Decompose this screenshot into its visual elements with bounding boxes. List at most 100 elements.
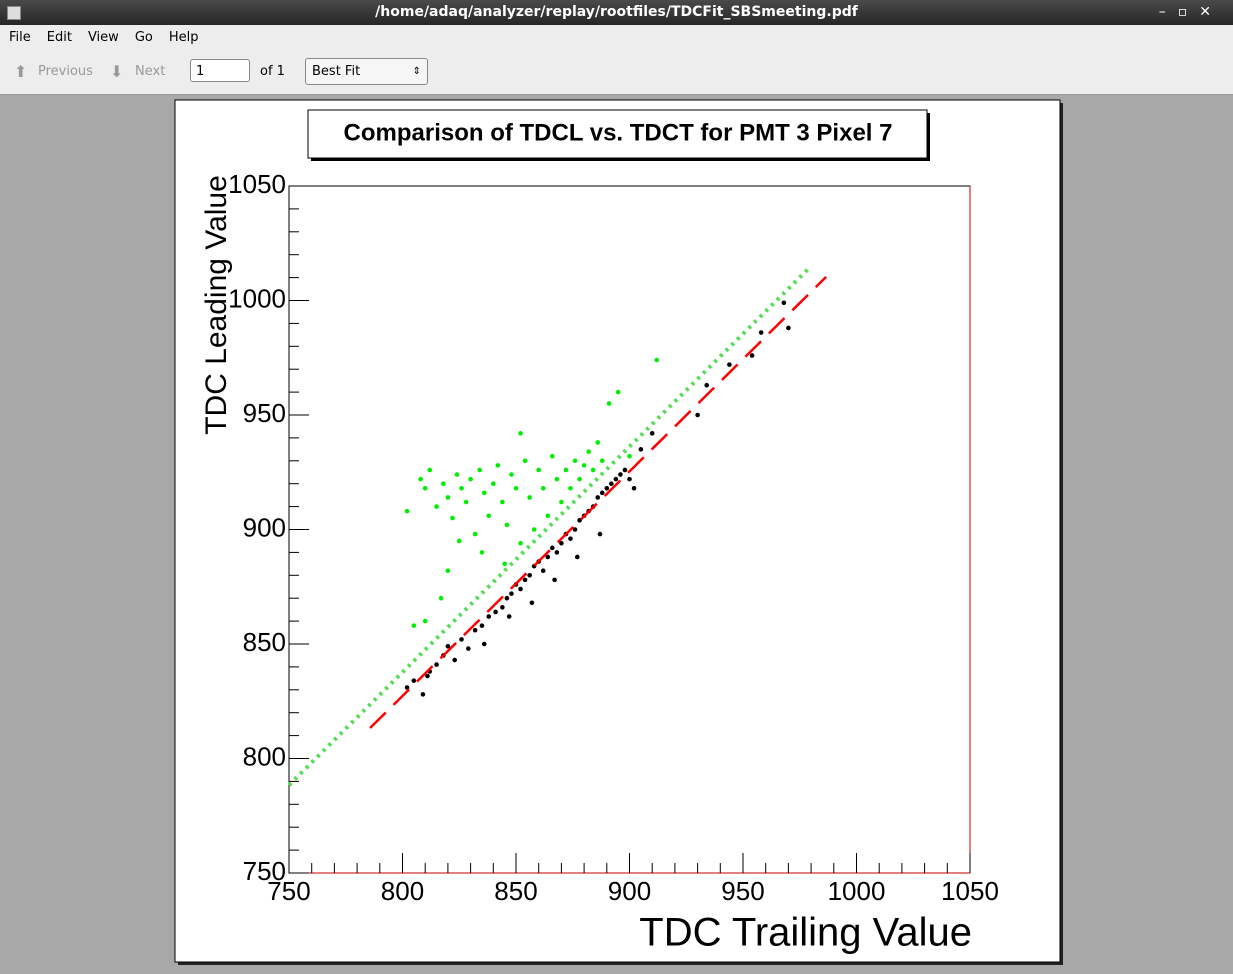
point [513, 485, 519, 491]
point [452, 657, 458, 663]
point [786, 325, 791, 331]
point [554, 476, 560, 482]
x-tick-label: 850 [494, 876, 537, 906]
point [649, 431, 655, 436]
point [441, 481, 446, 487]
point [618, 472, 623, 477]
point [627, 453, 632, 459]
point [613, 476, 619, 482]
point [411, 623, 417, 628]
point [495, 463, 501, 468]
point [481, 490, 487, 496]
point [454, 472, 460, 477]
point [450, 515, 455, 521]
point [493, 609, 498, 615]
point [540, 485, 546, 491]
page [174, 99, 1061, 963]
point [568, 536, 573, 541]
previous-button[interactable]: Previous [38, 64, 93, 79]
point [550, 453, 555, 459]
point [606, 401, 612, 406]
point [500, 499, 505, 505]
point [486, 513, 492, 519]
point [477, 467, 482, 473]
point [609, 481, 614, 487]
point [727, 362, 732, 367]
menu-item[interactable]: Go [134, 30, 153, 45]
point [595, 495, 601, 500]
point [445, 568, 451, 574]
point [529, 600, 535, 606]
point [599, 458, 605, 464]
down-arrow: ⬇ [110, 62, 124, 81]
point [479, 550, 485, 555]
point [411, 678, 417, 683]
point [500, 605, 505, 610]
y-tick-label: 950 [243, 398, 286, 428]
menu-item[interactable]: View [87, 30, 119, 45]
select-arrow: ⇕ [412, 66, 421, 77]
point [527, 495, 532, 500]
point [504, 522, 510, 528]
menu-item[interactable]: Edit [46, 30, 72, 45]
point [563, 467, 569, 473]
x-tick-label: 900 [608, 876, 651, 906]
point [758, 330, 764, 335]
point [506, 614, 512, 619]
point [466, 646, 471, 651]
point [545, 513, 551, 519]
point [615, 389, 621, 395]
x-axis-label: TDC Trailing Value [639, 911, 972, 955]
point [509, 472, 514, 477]
point [522, 577, 528, 583]
point [654, 357, 660, 363]
page-input[interactable]: 1 [190, 59, 250, 82]
point [479, 623, 485, 628]
point [459, 637, 464, 642]
menu-item[interactable]: Help [168, 30, 199, 45]
menu-bar: File Edit View Go Help [0, 25, 1233, 50]
point [590, 467, 596, 473]
app-icon[interactable] [7, 6, 21, 20]
y-tick-label: 850 [243, 627, 286, 657]
point [638, 447, 644, 452]
point [631, 485, 637, 491]
toolbar: ⬆ Previous ⬇ Next 1 of 1 Best Fit ⇕ [0, 50, 1233, 95]
point [536, 467, 541, 473]
point [597, 531, 603, 537]
y-tick-label: 750 [243, 856, 286, 886]
window-controls[interactable]: –▫✕ [1158, 4, 1223, 20]
zoom-select[interactable]: Best Fit ⇕ [305, 58, 428, 85]
point [577, 518, 582, 523]
point [425, 673, 430, 679]
y-tick-label: 1050 [228, 169, 286, 199]
zoom-value: Best Fit [312, 64, 361, 79]
point [518, 431, 523, 436]
point [559, 499, 564, 505]
point [445, 643, 451, 649]
point [577, 476, 582, 482]
point [486, 614, 492, 619]
point [568, 485, 573, 491]
menu-item[interactable]: File [9, 30, 31, 45]
point [527, 573, 532, 578]
point [781, 300, 787, 306]
fit-line [369, 276, 827, 729]
point [704, 382, 709, 388]
point [434, 662, 439, 667]
point [627, 476, 632, 482]
point [504, 595, 510, 601]
point [422, 485, 428, 491]
point [422, 618, 428, 624]
point [522, 458, 528, 464]
point [695, 412, 700, 418]
point [434, 504, 439, 509]
point [749, 353, 755, 358]
point [604, 485, 610, 491]
point [531, 527, 537, 532]
point [581, 463, 587, 468]
next-button[interactable]: Next [135, 64, 166, 79]
point [599, 490, 605, 496]
point [404, 508, 410, 514]
